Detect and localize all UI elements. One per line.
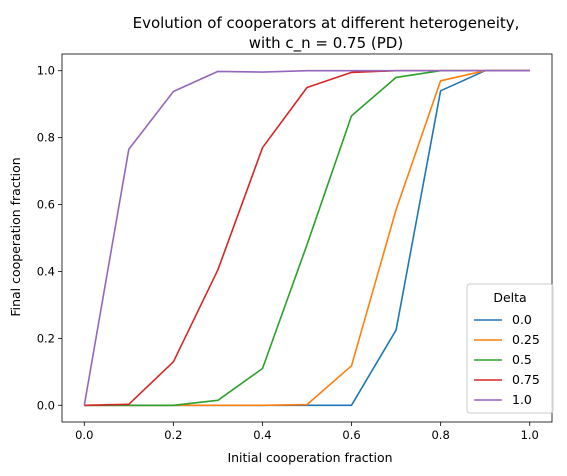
- x-tick-label: 0.4: [253, 428, 271, 442]
- series-layer: [83, 69, 530, 407]
- x-tick-label: 1.0: [521, 428, 539, 442]
- x-axis: 0.0 0.2 0.4 0.6 0.8 1.0: [75, 422, 539, 442]
- y-tick-label: 1.0: [37, 64, 55, 78]
- y-tick-label: 0.0: [37, 398, 55, 412]
- plot-frame: [61, 53, 553, 423]
- legend-label: 1.0: [512, 392, 532, 407]
- y-axis: 0.0 0.2 0.4 0.6 0.8 1.0: [37, 64, 62, 412]
- y-tick-label: 0.6: [37, 198, 55, 212]
- y-tick-label: 0.2: [37, 331, 55, 345]
- legend: Delta 0.0 0.25 0.5 0.75 1.0: [466, 283, 554, 414]
- legend-label: 0.5: [512, 352, 532, 367]
- x-tick-label: 0.8: [431, 428, 449, 442]
- x-tick-label: 0.2: [164, 428, 182, 442]
- chart-title: Evolution of cooperators at different he…: [133, 14, 520, 32]
- chart-subtitle: with c_n = 0.75 (PD): [249, 34, 403, 53]
- y-axis-label: Final cooperation fraction: [8, 157, 23, 316]
- y-tick-label: 0.8: [37, 131, 55, 145]
- x-tick-label: 0.6: [342, 428, 360, 442]
- legend-label: 0.0: [512, 312, 532, 327]
- x-axis-label: Initial cooperation fraction: [227, 450, 392, 465]
- legend-label: 0.75: [512, 372, 540, 387]
- legend-title: Delta: [493, 290, 526, 305]
- series-line-1-0: [83, 69, 530, 406]
- y-tick-label: 0.4: [37, 264, 55, 278]
- legend-entries: 0.0 0.25 0.5 0.75 1.0: [474, 312, 540, 407]
- x-tick-label: 0.0: [75, 428, 93, 442]
- legend-label: 0.25: [512, 332, 540, 347]
